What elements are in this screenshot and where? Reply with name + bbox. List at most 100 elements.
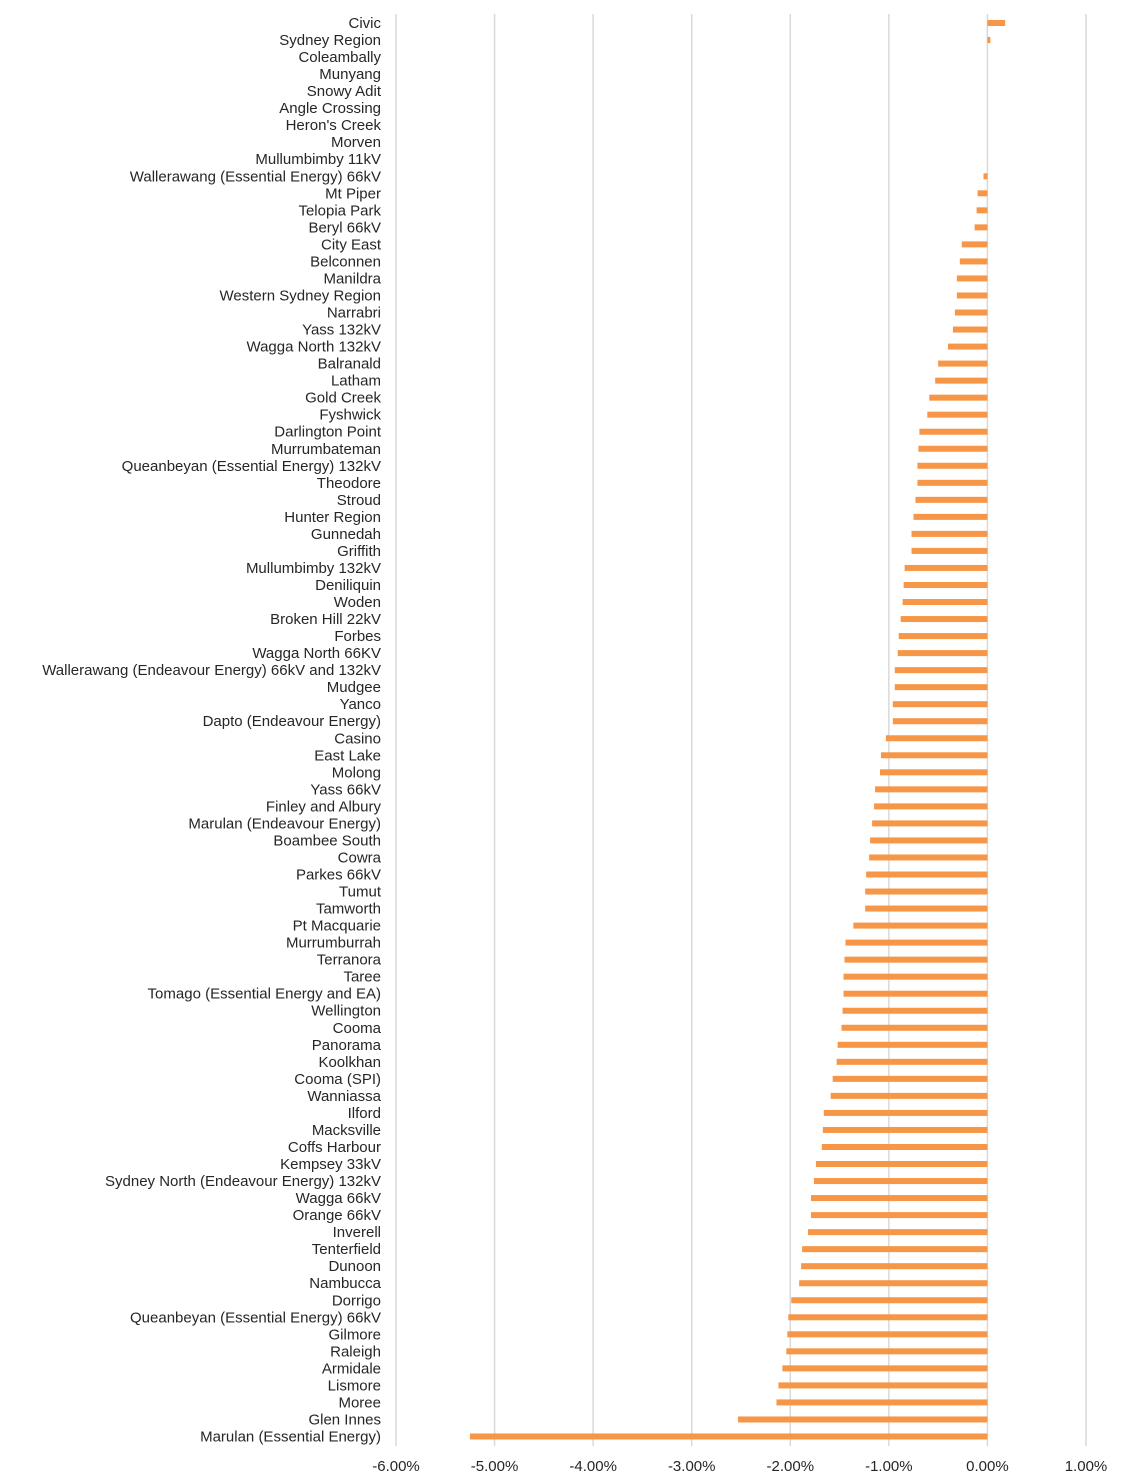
category-label: Woden <box>334 594 381 611</box>
category-label: Tomago (Essential Energy and EA) <box>148 986 381 1003</box>
bar <box>810 1195 988 1202</box>
bar <box>892 701 988 708</box>
bar <box>802 1246 988 1253</box>
category-label: Cooma <box>333 1020 382 1037</box>
x-tick-label: 1.00% <box>1065 1458 1108 1475</box>
category-label: Morven <box>331 134 381 151</box>
category-label: Tenterfield <box>312 1241 381 1258</box>
bar <box>902 599 988 606</box>
bar <box>915 496 988 503</box>
bar <box>469 1433 988 1440</box>
category-label: Boambee South <box>273 832 381 849</box>
category-label: Theodore <box>317 475 381 492</box>
category-label: Wagga North 132kV <box>246 339 381 356</box>
bar <box>913 513 988 520</box>
category-label: Hunter Region <box>284 509 381 526</box>
category-label: Tumut <box>339 884 382 901</box>
category-label: Fyshwick <box>319 407 381 424</box>
bar <box>870 837 988 844</box>
category-label: Raleigh <box>330 1343 381 1360</box>
category-label: Lismore <box>328 1377 381 1394</box>
category-label: Forbes <box>334 628 381 645</box>
category-label: Mt Piper <box>325 185 381 202</box>
category-label: Molong <box>332 764 381 781</box>
bar <box>813 1178 988 1185</box>
bar <box>866 871 988 878</box>
category-label: Broken Hill 22kV <box>270 611 381 628</box>
bar <box>836 1058 988 1065</box>
category-label: Glen Innes <box>308 1411 381 1428</box>
category-label: Gunnedah <box>311 526 381 543</box>
category-label: Balranald <box>318 356 381 373</box>
bar <box>903 581 988 588</box>
category-label: Queanbeyan (Essential Energy) 66kV <box>130 1309 381 1326</box>
category-label: Wallerawang (Endeavour Energy) 66kV and … <box>42 662 381 679</box>
category-label: Coleambally <box>298 49 381 66</box>
bar <box>880 752 988 759</box>
category-label: Queanbeyan (Essential Energy) 132kV <box>122 458 381 475</box>
category-label: Cooma (SPI) <box>294 1071 381 1088</box>
category-label: Wallerawang (Essential Energy) 66kV <box>130 168 381 185</box>
bar <box>791 1297 988 1304</box>
category-label: Terranora <box>317 952 382 969</box>
bar <box>918 445 988 452</box>
category-label: Marulan (Essential Energy) <box>200 1428 381 1445</box>
category-label: Latham <box>331 373 381 390</box>
bar <box>853 922 988 929</box>
bar <box>874 803 988 810</box>
category-label: Angle Crossing <box>279 100 381 117</box>
x-tick-label: -3.00% <box>668 1458 716 1475</box>
x-tick-label: -5.00% <box>471 1458 519 1475</box>
category-label: Gilmore <box>328 1326 381 1343</box>
bar <box>917 479 988 486</box>
category-label: Gold Creek <box>305 390 381 407</box>
bar <box>788 1314 988 1321</box>
category-label: Dapto (Endeavour Energy) <box>203 713 381 730</box>
bar <box>844 956 988 963</box>
bar <box>894 684 988 691</box>
bar <box>929 394 988 401</box>
category-label: Western Sydney Region <box>220 287 381 304</box>
bar <box>810 1212 988 1219</box>
x-tick-label: -6.00% <box>372 1458 420 1475</box>
category-label: Mudgee <box>327 679 381 696</box>
bar <box>776 1399 988 1406</box>
bar <box>898 633 988 640</box>
category-label: Moree <box>338 1394 381 1411</box>
category-label: Mullumbimby 132kV <box>246 560 381 577</box>
bar <box>935 377 988 384</box>
bar <box>974 224 988 231</box>
bar <box>815 1161 988 1168</box>
bar <box>738 1416 988 1423</box>
category-label: Dorrigo <box>332 1292 381 1309</box>
category-label: Sydney North (Endeavour Energy) 132kV <box>105 1173 381 1190</box>
x-axis-tick-labels: -6.00% -5.00% -4.00% -3.00% -2.00% -1.00% 0.00… <box>372 1458 1107 1475</box>
bar <box>865 905 988 912</box>
category-label: Yass 132kV <box>302 322 381 339</box>
bar <box>987 37 991 44</box>
bar <box>869 854 988 861</box>
bar <box>787 1331 988 1338</box>
bar <box>956 292 988 299</box>
category-label: Manildra <box>323 270 381 287</box>
category-label: Koolkhan <box>318 1054 381 1071</box>
category-label: Wanniassa <box>307 1088 381 1105</box>
gridlines <box>395 14 1087 1446</box>
category-label: Pt Macquarie <box>293 918 381 935</box>
category-label: East Lake <box>314 747 381 764</box>
bar <box>897 650 988 657</box>
bar <box>894 667 988 674</box>
bar <box>917 462 988 469</box>
category-label: Heron's Creek <box>286 117 382 134</box>
bar <box>832 1075 988 1082</box>
bar <box>786 1348 988 1355</box>
category-label: Ilford <box>348 1105 381 1122</box>
bar <box>841 1024 988 1031</box>
category-label: Casino <box>334 730 381 747</box>
category-label: Murrumbateman <box>271 441 381 458</box>
bar <box>961 241 988 248</box>
category-label: Macksville <box>312 1122 381 1139</box>
x-tick-label: -2.00% <box>767 1458 815 1475</box>
